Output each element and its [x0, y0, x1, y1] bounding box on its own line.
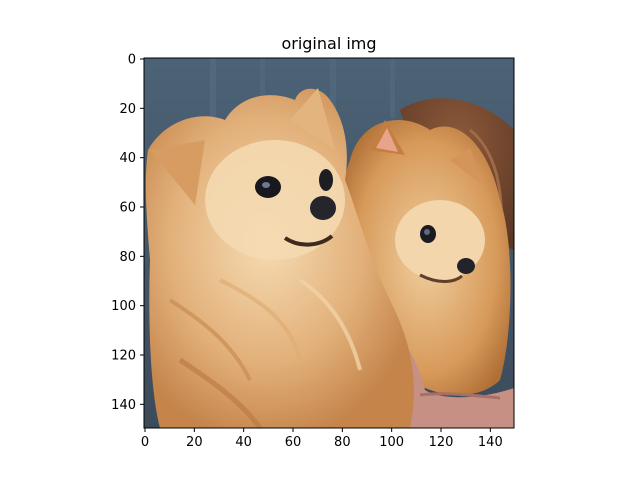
y-tick-label: 40	[119, 151, 136, 166]
x-tick-label: 80	[334, 435, 351, 450]
y-tick-label: 120	[111, 349, 136, 364]
x-tick-label: 120	[429, 435, 454, 450]
x-tick-label: 60	[285, 435, 302, 450]
y-axis-ticks: 0 20 40 60 80 100 120 140	[111, 53, 144, 413]
y-tick-label: 0	[128, 53, 136, 68]
axes-frame	[143, 57, 515, 429]
y-tick-label: 140	[111, 398, 136, 413]
x-tick-label: 20	[186, 435, 203, 450]
y-tick-label: 20	[119, 102, 136, 117]
two-pomeranian-dogs-photo	[144, 58, 514, 428]
x-tick-label: 40	[235, 435, 252, 450]
x-tick-label: 0	[141, 435, 149, 450]
y-tick-label: 60	[119, 201, 136, 216]
x-tick-label: 140	[478, 435, 503, 450]
x-tick-label: 100	[379, 435, 404, 450]
plot-title: original img	[281, 34, 376, 53]
x-axis-ticks: 0 20 40 60 80 100 120 140	[141, 428, 503, 450]
y-tick-label: 80	[119, 250, 136, 265]
y-tick-label: 100	[111, 299, 136, 314]
